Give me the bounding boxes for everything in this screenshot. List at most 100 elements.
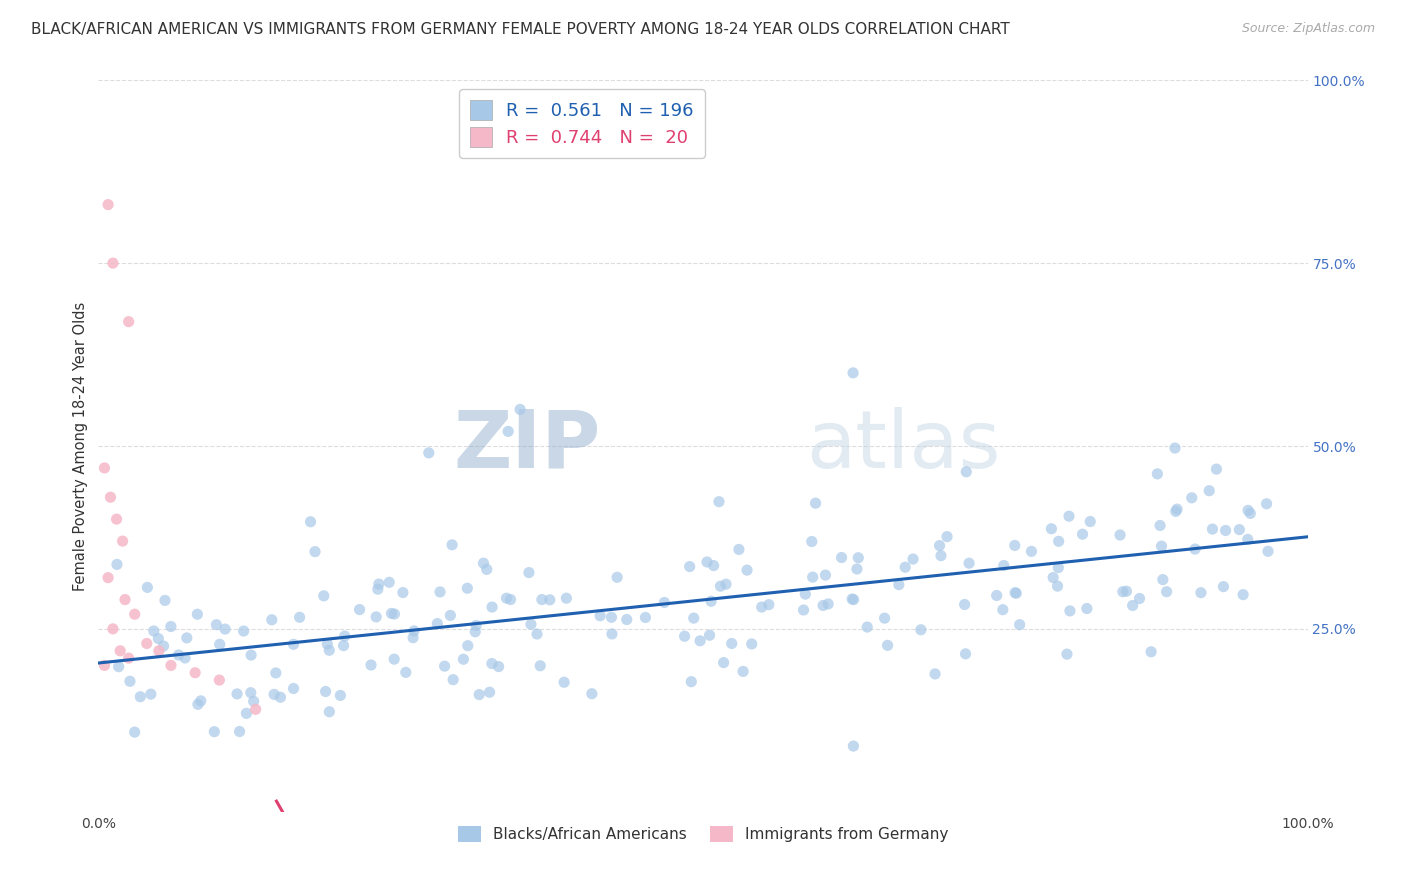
Point <box>457 639 479 653</box>
Point <box>111 534 134 549</box>
Point <box>129 690 152 704</box>
Point <box>1042 570 1064 584</box>
Point <box>509 402 531 417</box>
Point <box>426 616 449 631</box>
Point <box>242 694 264 708</box>
Point <box>332 639 354 653</box>
Point <box>707 494 730 508</box>
Point <box>955 465 977 479</box>
Point <box>1112 584 1135 599</box>
Point <box>184 665 207 680</box>
Point <box>1109 528 1132 542</box>
Point <box>589 608 612 623</box>
Point <box>873 611 896 625</box>
Point <box>228 724 250 739</box>
Point <box>845 562 868 576</box>
Point <box>349 602 371 616</box>
Point <box>703 558 725 573</box>
Point <box>841 592 863 607</box>
Point <box>433 659 456 673</box>
Point <box>929 549 952 563</box>
Point <box>581 687 603 701</box>
Point <box>1047 534 1070 549</box>
Point <box>634 610 657 624</box>
Text: ZIP: ZIP <box>453 407 600 485</box>
Point <box>517 566 540 580</box>
Point <box>472 556 495 570</box>
Point <box>395 665 418 680</box>
Point <box>367 582 389 597</box>
Point <box>1071 527 1094 541</box>
Point <box>1047 560 1070 574</box>
Point <box>1008 617 1031 632</box>
Point <box>97 197 120 211</box>
Point <box>936 530 959 544</box>
Point <box>842 592 865 607</box>
Point <box>673 629 696 643</box>
Point <box>758 598 780 612</box>
Point <box>264 665 287 680</box>
Point <box>709 579 731 593</box>
Point <box>991 603 1014 617</box>
Point <box>464 624 486 639</box>
Point <box>1150 539 1173 553</box>
Point <box>526 627 548 641</box>
Point <box>928 539 950 553</box>
Point <box>97 571 120 585</box>
Point <box>402 624 425 638</box>
Point <box>1256 497 1278 511</box>
Point <box>1021 544 1043 558</box>
Point <box>842 366 865 380</box>
Point <box>318 643 340 657</box>
Point <box>800 534 823 549</box>
Point <box>993 558 1015 573</box>
Legend: Blacks/African Americans, Immigrants from Germany: Blacks/African Americans, Immigrants fro… <box>451 820 955 848</box>
Point <box>733 665 755 679</box>
Point <box>831 550 853 565</box>
Point <box>475 562 498 576</box>
Point <box>160 658 183 673</box>
Point <box>318 705 340 719</box>
Y-axis label: Female Poverty Among 18-24 Year Olds: Female Poverty Among 18-24 Year Olds <box>73 301 89 591</box>
Point <box>288 610 311 624</box>
Text: BLACK/AFRICAN AMERICAN VS IMMIGRANTS FROM GERMANY FEMALE POVERTY AMONG 18-24 YEA: BLACK/AFRICAN AMERICAN VS IMMIGRANTS FRO… <box>31 22 1010 37</box>
Point <box>392 585 415 599</box>
Point <box>260 613 283 627</box>
Point <box>101 256 124 270</box>
Point <box>1215 524 1237 538</box>
Point <box>124 725 146 739</box>
Point <box>465 618 488 632</box>
Point <box>439 608 461 623</box>
Point <box>1164 441 1187 455</box>
Point <box>842 739 865 753</box>
Point <box>699 628 721 642</box>
Point <box>856 620 879 634</box>
Point <box>283 681 305 696</box>
Point <box>1040 522 1063 536</box>
Point <box>876 638 898 652</box>
Point <box>378 575 401 590</box>
Point <box>1005 586 1028 600</box>
Point <box>700 594 723 608</box>
Point <box>817 597 839 611</box>
Point <box>135 636 157 650</box>
Point <box>93 658 115 673</box>
Point <box>1128 591 1150 606</box>
Point <box>682 611 704 625</box>
Point <box>1239 507 1261 521</box>
Point <box>555 591 578 606</box>
Point <box>1201 522 1223 536</box>
Point <box>453 652 475 666</box>
Point <box>402 631 425 645</box>
Point <box>152 639 174 653</box>
Point <box>101 622 124 636</box>
Point <box>679 559 702 574</box>
Point <box>316 637 339 651</box>
Point <box>118 674 141 689</box>
Point <box>1140 645 1163 659</box>
Point <box>208 637 231 651</box>
Point <box>380 607 402 621</box>
Point <box>190 694 212 708</box>
Point <box>235 706 257 721</box>
Point <box>382 652 405 666</box>
